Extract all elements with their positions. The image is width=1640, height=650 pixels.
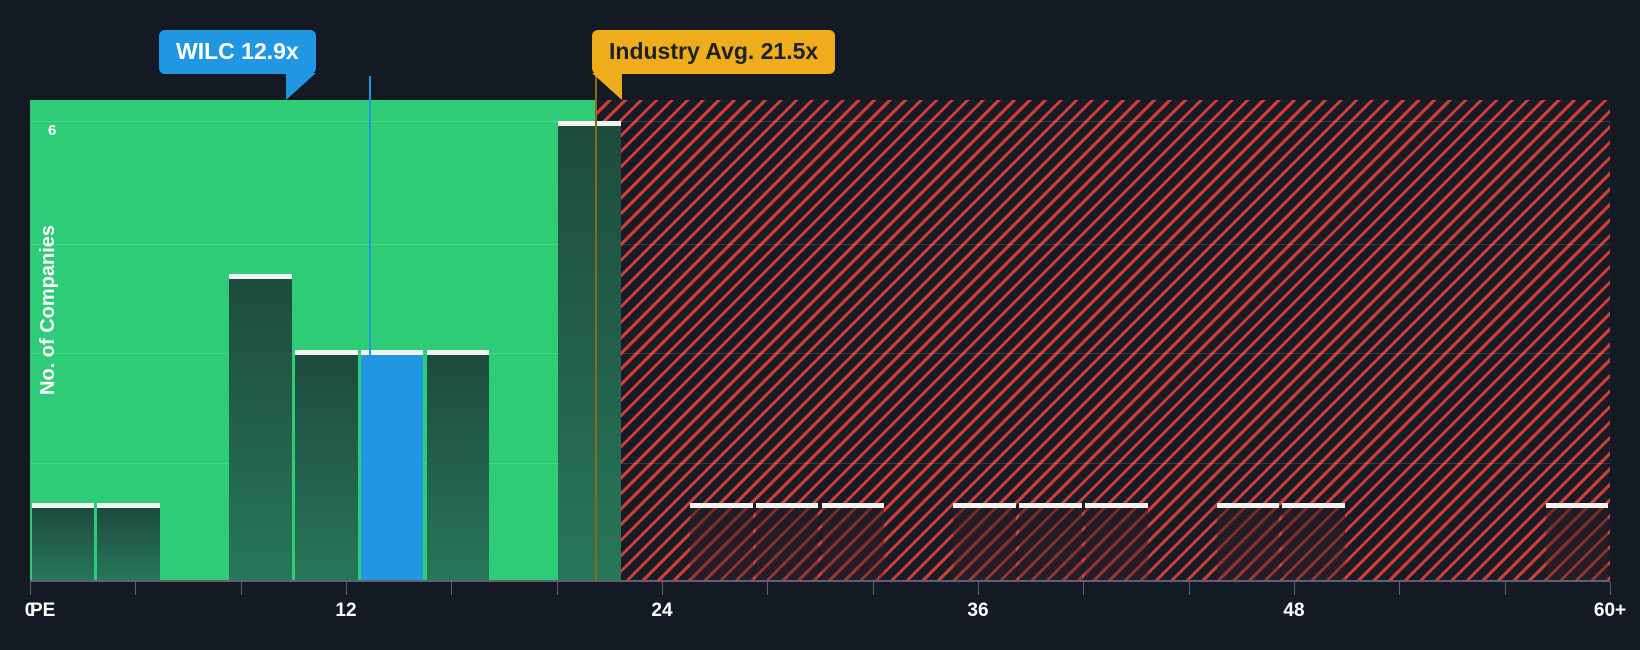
x-axis-title-pe: PE [30, 600, 56, 621]
bar-cap [1216, 503, 1280, 509]
x-axis-tick [1083, 582, 1085, 595]
x-axis-tick [767, 582, 769, 595]
industry-average-callout[interactable]: Industry Avg. 21.5x [592, 30, 836, 100]
bar-body [1282, 508, 1346, 580]
bar-cap [1084, 503, 1148, 509]
histogram-bar[interactable] [229, 273, 292, 580]
bar-cap [953, 503, 1016, 509]
y-axis-title: No. of Companies [37, 224, 59, 395]
histogram-bar[interactable] [558, 120, 621, 580]
bar-body [689, 508, 753, 580]
histogram-bar[interactable] [821, 503, 885, 580]
bar-cap [294, 350, 358, 356]
bar-cap [755, 503, 819, 509]
bar-body [821, 508, 885, 580]
x-axis-tick [135, 582, 137, 595]
histogram-bar[interactable] [1019, 503, 1082, 580]
bar-cap [689, 503, 753, 509]
bar-cap [1545, 503, 1609, 509]
callout-tail-icon [592, 73, 622, 100]
callout-tail-icon [285, 73, 316, 100]
bar-cap [31, 503, 95, 509]
histogram-bar[interactable] [1545, 503, 1609, 580]
histogram-bar[interactable] [360, 350, 424, 580]
x-axis-tick-label: 0 [24, 600, 36, 621]
x-axis-tick [662, 582, 663, 595]
bar-body [1216, 508, 1280, 580]
x-axis-tick [346, 582, 347, 595]
x-axis-tick [240, 582, 242, 595]
bar-body [31, 508, 95, 580]
histogram-bar[interactable] [1216, 503, 1280, 580]
histogram-bar[interactable] [755, 503, 819, 580]
bar-cap [1019, 503, 1082, 509]
bar-body [755, 508, 819, 580]
bar-cap [1282, 503, 1346, 509]
bar-cap [426, 350, 490, 356]
bar-body [558, 125, 621, 580]
bar-cap [229, 273, 292, 279]
gridline-3 [30, 353, 1610, 354]
histogram-bar[interactable] [31, 503, 95, 580]
y-axis-tick-label-6: 6 [48, 122, 57, 139]
company-marker-label: WILC 12.9x [176, 38, 299, 64]
x-axis-tick [451, 582, 453, 595]
gridline-4 [30, 244, 1610, 245]
histogram-bar[interactable] [1084, 503, 1148, 580]
x-axis-tick [1610, 582, 1611, 595]
x-axis-tick-label: 36 [967, 600, 989, 621]
expensive-zone-hatched [596, 100, 1610, 580]
bar-cap [821, 503, 885, 509]
histogram-bar[interactable] [1282, 503, 1346, 580]
x-axis-tick [556, 582, 558, 595]
industry-average-label: Industry Avg. 21.5x [609, 38, 819, 64]
gridline-2 [30, 463, 1610, 464]
industry-average-marker-line [595, 76, 598, 580]
bar-body [1019, 508, 1082, 580]
x-axis-tick [978, 582, 979, 595]
x-axis-tick [1504, 582, 1506, 595]
histogram-bar[interactable] [426, 350, 490, 580]
bar-cap [97, 503, 161, 509]
gridline-6 [30, 121, 1610, 122]
histogram-bar[interactable] [294, 350, 358, 580]
bar-cap [360, 350, 424, 356]
company-marker-callout[interactable]: WILC 12.9x [159, 30, 316, 100]
x-axis-tick [1399, 582, 1401, 595]
histogram-bar[interactable] [689, 503, 753, 580]
x-axis-tick-label: 12 [335, 600, 357, 621]
bar-body [1084, 508, 1148, 580]
bar-body [953, 508, 1016, 580]
x-axis-tick-label: 48 [1283, 600, 1305, 621]
histogram-bar[interactable] [953, 503, 1016, 580]
plot-area [30, 100, 1610, 580]
x-axis-tick [30, 582, 31, 595]
bar-cap [558, 120, 621, 126]
x-axis-tick [1294, 582, 1295, 595]
company-marker-line [368, 76, 371, 580]
x-axis-tick-label: 24 [651, 600, 673, 621]
bar-body [426, 355, 490, 580]
x-axis-tick [1188, 582, 1190, 595]
bar-body [294, 355, 358, 580]
bar-body [229, 278, 292, 580]
bar-body [1545, 508, 1609, 580]
bar-body [97, 508, 161, 580]
histogram-bar[interactable] [97, 503, 161, 580]
x-axis-line [30, 580, 1610, 582]
x-axis-tick-label: 60+ [1593, 600, 1627, 621]
x-axis-tick [872, 582, 874, 595]
bar-body [360, 355, 424, 580]
